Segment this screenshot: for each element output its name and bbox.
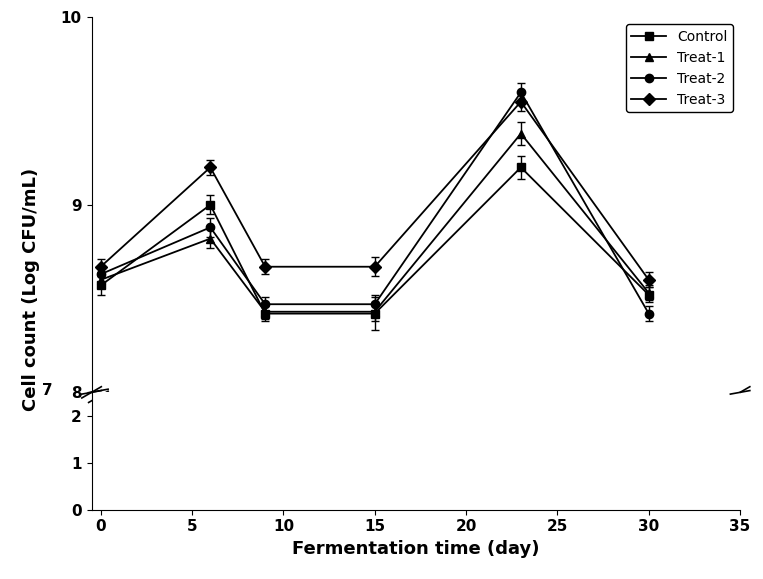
Legend: Control, Treat-1, Treat-2, Treat-3: Control, Treat-1, Treat-2, Treat-3 xyxy=(626,24,733,112)
Text: 7: 7 xyxy=(42,383,53,398)
X-axis label: Fermentation time (day): Fermentation time (day) xyxy=(292,540,539,558)
Text: Cell count (Log CFU/mL): Cell count (Log CFU/mL) xyxy=(21,168,40,411)
